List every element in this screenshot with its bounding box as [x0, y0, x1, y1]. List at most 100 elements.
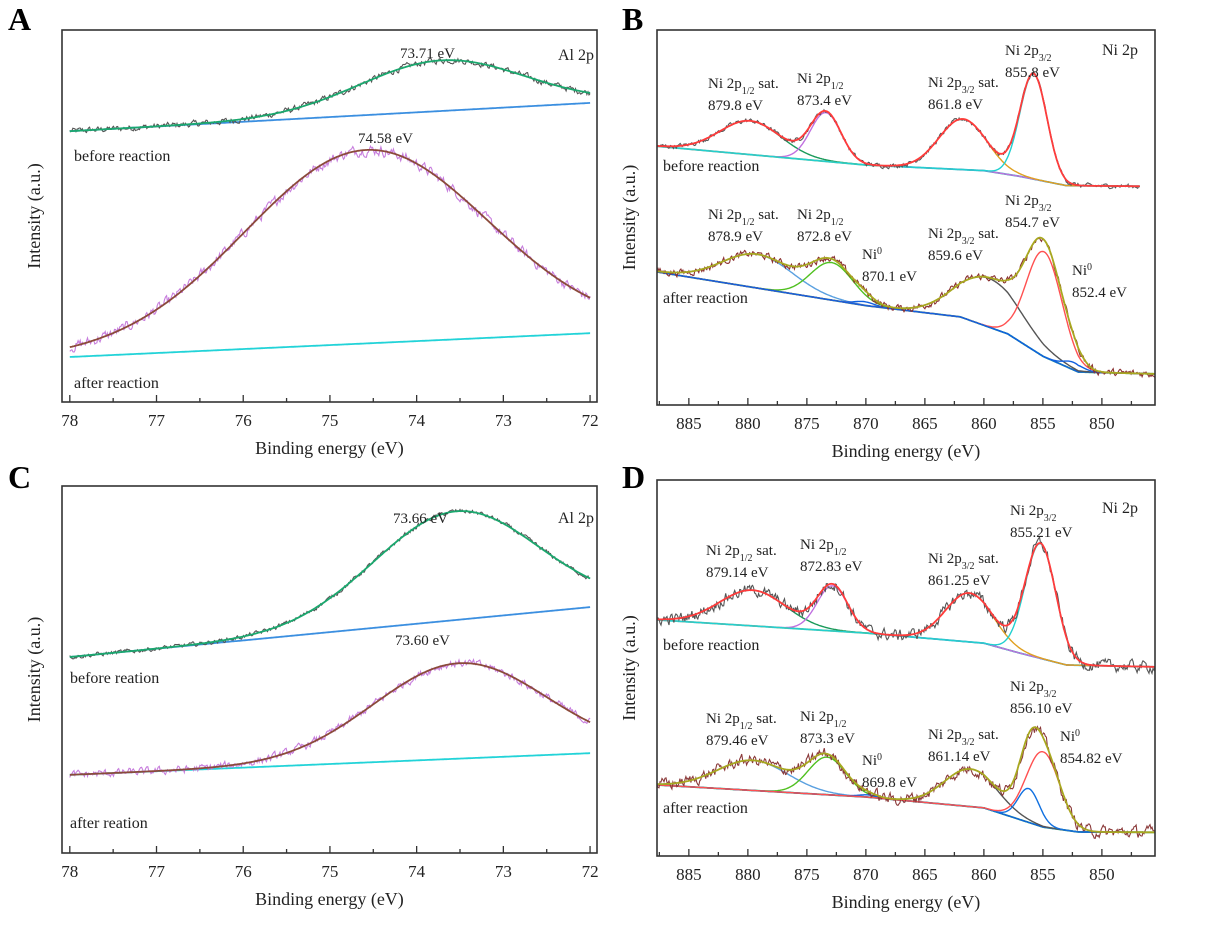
y-axis-title: Intensity (a.u.)	[619, 615, 640, 720]
x-tick-label: 850	[1089, 414, 1115, 433]
element-label: Ni 2p	[1102, 500, 1138, 517]
fitted-envelope	[69, 510, 591, 658]
peak-name-label-part: Ni 2p	[706, 711, 740, 727]
peak-energy-label: 872.8 eV	[797, 229, 852, 245]
peak-name-label-part: Ni 2p	[928, 551, 962, 567]
peak-name-label-part: 1/2	[831, 217, 844, 228]
x-tick-label: 860	[971, 865, 997, 884]
peak-energy-label: 855.8 eV	[1005, 65, 1060, 81]
peak-energy-label: 861.25 eV	[928, 573, 991, 589]
x-tick-label: 875	[794, 414, 820, 433]
peak-energy-label-part: 861.25 eV	[928, 573, 991, 589]
peak-name-label: Ni 2p1/2 sat.	[708, 76, 779, 97]
peak-energy-label: 873.3 eV	[800, 731, 855, 747]
peak-energy-label: 872.83 eV	[800, 559, 863, 575]
x-tick-label: 74	[408, 862, 426, 881]
x-tick-label: 77	[148, 411, 166, 430]
series-after-reaction	[69, 144, 591, 358]
peak-name-label-part: 0	[1087, 262, 1092, 273]
peak-name-label-part: 3/2	[1039, 53, 1052, 64]
peak-energy-label-part: 73.71 eV	[400, 46, 455, 62]
peak-name-label-part: Ni 2p	[706, 543, 740, 559]
series-after-reaction	[657, 725, 1155, 839]
x-tick-label: 76	[235, 411, 252, 430]
peak-energy-label: 855.21 eV	[1010, 525, 1073, 541]
peak-name-label-part: Ni 2p	[1005, 193, 1039, 209]
peak-energy-label-part: 73.66 eV	[393, 511, 448, 527]
peak-energy-label-part: 854.7 eV	[1005, 215, 1060, 231]
element-label: Al 2p	[558, 510, 594, 527]
x-tick-label: 855	[1030, 414, 1056, 433]
peak-name-label-part: Ni 2p	[1010, 679, 1044, 695]
peak-name-label-part: 3/2	[962, 236, 975, 247]
series-before-reaction	[69, 57, 591, 134]
peak-name-label-part: 1/2	[740, 553, 753, 564]
component-peak-2	[657, 592, 1155, 668]
peak-energy-label-part: 854.82 eV	[1060, 751, 1123, 767]
x-tick-label: 75	[321, 862, 338, 881]
peak-name-label-part: Ni 2p	[928, 727, 962, 743]
peak-name-label: Ni 2p1/2 sat.	[708, 207, 779, 228]
component-peak-5	[657, 271, 1155, 375]
panel-letter: C	[8, 459, 31, 495]
peak-energy-label-part: 872.83 eV	[800, 559, 863, 575]
peak-energy-label-part: 856.10 eV	[1010, 701, 1073, 717]
peak-energy-label: 873.4 eV	[797, 93, 852, 109]
peak-name-label: Ni0	[1060, 728, 1080, 746]
peak-energy-label-part: 878.9 eV	[708, 229, 763, 245]
series-label: before reaction	[663, 158, 759, 175]
peak-name-label: Ni 2p3/2 sat.	[928, 75, 999, 96]
series-before-reation	[69, 508, 591, 660]
peak-energy-label: 879.14 eV	[706, 565, 769, 581]
peak-name-label-part: 3/2	[1039, 203, 1052, 214]
peak-name-label-part: sat.	[975, 551, 999, 567]
peak-name-label-part: Ni 2p	[800, 709, 834, 725]
component-peak-1	[657, 756, 1155, 833]
x-tick-label: 850	[1089, 865, 1115, 884]
peak-name-label-part: sat.	[753, 543, 777, 559]
plot-frame	[61, 29, 598, 403]
peak-name-label: Ni 2p3/2	[1010, 679, 1057, 700]
peak-name-label: Ni 2p1/2 sat.	[706, 543, 777, 564]
raw-spectrum	[69, 508, 591, 660]
peak-name-label-part: 0	[877, 246, 882, 257]
peak-name-label-part: 1/2	[742, 86, 755, 97]
series-before-reaction	[657, 71, 1141, 190]
panel-letter: B	[622, 1, 643, 37]
peak-energy-label: 869.8 eV	[862, 775, 917, 791]
peak-name-label-part: sat.	[755, 207, 779, 223]
peak-energy-label-part: 869.8 eV	[862, 775, 917, 791]
peak-name-label-part: sat.	[975, 226, 999, 242]
x-tick-label: 870	[853, 865, 879, 884]
peak-energy-label: 74.58 eV	[358, 131, 413, 147]
x-tick-label: 74	[408, 411, 426, 430]
peak-energy-label: 878.9 eV	[708, 229, 763, 245]
peak-name-label-part: 0	[877, 752, 882, 763]
peak-energy-label-part: 870.1 eV	[862, 269, 917, 285]
peak-energy-label: 870.1 eV	[862, 269, 917, 285]
background-line	[69, 332, 591, 358]
peak-energy-label-part: 852.4 eV	[1072, 285, 1127, 301]
peak-name-label-part: Ni 2p	[797, 207, 831, 223]
series-label: after reaction	[663, 290, 748, 307]
peak-name-label-part: Ni 2p	[1010, 503, 1044, 519]
peak-name-label-part: Ni 2p	[708, 207, 742, 223]
x-axis-title: Binding energy (eV)	[832, 441, 981, 462]
peak-name-label-part: 1/2	[831, 81, 844, 92]
peak-name-label-part: 3/2	[1044, 513, 1057, 524]
peak-name-label-part: Ni 2p	[800, 537, 834, 553]
x-axis-title: Binding energy (eV)	[255, 438, 404, 459]
peak-name-label: Ni 2p1/2	[797, 71, 844, 92]
series-label: before reaction	[663, 637, 759, 654]
element-label: Ni 2p	[1102, 42, 1138, 59]
peak-energy-label: 879.8 eV	[708, 98, 763, 114]
series-after-reation	[69, 658, 591, 779]
peak-energy-label-part: 861.8 eV	[928, 97, 983, 113]
x-axis-title: Binding energy (eV)	[832, 892, 981, 913]
raw-spectrum	[69, 144, 591, 353]
peak-name-label-part: sat.	[975, 727, 999, 743]
peak-name-label-part: 3/2	[962, 85, 975, 96]
